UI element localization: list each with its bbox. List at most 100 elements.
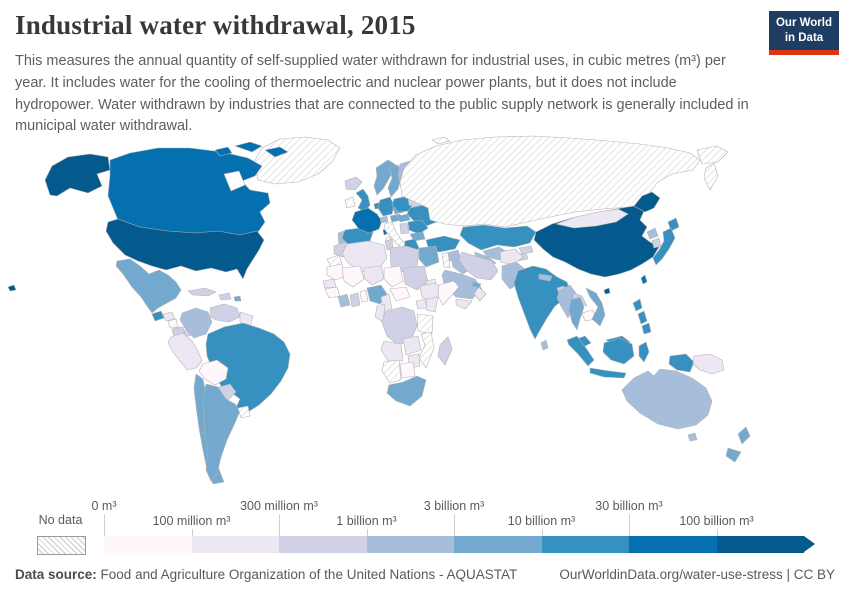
- country-united-states[interactable]: [105, 218, 265, 280]
- country-svalbard[interactable]: [431, 136, 451, 145]
- country-afghanistan[interactable]: [499, 248, 524, 266]
- country-new-zealand[interactable]: [737, 426, 751, 445]
- country-indonesia[interactable]: [638, 341, 650, 363]
- country-indonesia[interactable]: [668, 353, 695, 373]
- country-zambia[interactable]: [402, 335, 422, 356]
- country-canada[interactable]: [214, 146, 233, 157]
- country-guatemala[interactable]: [151, 310, 165, 322]
- country-iceland[interactable]: [344, 176, 363, 191]
- country-colombia[interactable]: [179, 307, 213, 339]
- country-nepal[interactable]: [538, 273, 553, 282]
- country-japan[interactable]: [667, 217, 680, 232]
- country-argentina[interactable]: [202, 383, 241, 482]
- country-switzerland[interactable]: [379, 215, 389, 224]
- country-oman[interactable]: [473, 286, 487, 302]
- country-thailand[interactable]: [568, 296, 585, 331]
- world-choropleth-map[interactable]: [0, 133, 850, 495]
- country-mali[interactable]: [341, 265, 365, 288]
- owid-url-link[interactable]: OurWorldinData.org/water-use-stress: [559, 567, 783, 582]
- country-venezuela[interactable]: [209, 303, 241, 323]
- country-united-states[interactable]: [7, 284, 17, 292]
- country-ireland[interactable]: [344, 196, 356, 209]
- country-germany[interactable]: [377, 196, 395, 217]
- country-japan[interactable]: [652, 227, 676, 266]
- country-canada[interactable]: [264, 146, 289, 158]
- legend-bin-6[interactable]: [629, 536, 717, 553]
- country-united-states[interactable]: [44, 153, 111, 197]
- country-hungary[interactable]: [397, 213, 411, 223]
- country-south-africa[interactable]: [386, 375, 427, 407]
- country-niger[interactable]: [363, 265, 385, 286]
- country-namibia[interactable]: [381, 359, 402, 384]
- country-philippines[interactable]: [637, 310, 648, 325]
- legend-bin-2[interactable]: [279, 536, 367, 553]
- country-israel[interactable]: [441, 251, 451, 269]
- owid-logo[interactable]: Our World in Data: [769, 11, 839, 55]
- country-france[interactable]: [351, 207, 383, 234]
- country-indonesia[interactable]: [602, 337, 635, 365]
- country-benin[interactable]: [359, 289, 369, 303]
- country-taiwan[interactable]: [640, 274, 648, 285]
- country-new-zealand[interactable]: [725, 447, 742, 463]
- country-south-korea[interactable]: [651, 237, 662, 249]
- country-romania[interactable]: [407, 219, 429, 235]
- country-india[interactable]: [513, 265, 571, 340]
- legend-bin-1[interactable]: [191, 536, 279, 553]
- no-data-swatch[interactable]: [37, 536, 86, 555]
- country-philippines[interactable]: [632, 298, 643, 312]
- country-canada[interactable]: [107, 147, 271, 237]
- country-botswana[interactable]: [399, 361, 416, 379]
- legend-bin-3[interactable]: [366, 536, 454, 553]
- country-russia[interactable]: [696, 145, 729, 165]
- country-tanzania[interactable]: [416, 313, 434, 335]
- country-north-korea[interactable]: [646, 227, 659, 240]
- country-sri-lanka[interactable]: [540, 339, 549, 351]
- country-cuba[interactable]: [187, 287, 217, 297]
- country-mexico[interactable]: [115, 258, 182, 314]
- country-china[interactable]: [603, 287, 611, 295]
- country-kenya[interactable]: [425, 296, 439, 313]
- legend-bin-7[interactable]: [716, 536, 804, 553]
- country-mozambique[interactable]: [418, 331, 435, 369]
- country-kazakhstan[interactable]: [459, 224, 537, 251]
- country-yemen[interactable]: [455, 298, 473, 310]
- country-chad[interactable]: [383, 265, 404, 288]
- country-russia[interactable]: [703, 162, 719, 191]
- legend-bin-5[interactable]: [541, 536, 629, 553]
- country-central-african-republic[interactable]: [389, 286, 411, 302]
- legend-bin-0[interactable]: [104, 536, 192, 553]
- country-uganda[interactable]: [415, 298, 428, 310]
- country-russia[interactable]: [399, 135, 701, 228]
- country-guinea[interactable]: [324, 286, 341, 299]
- country-bulgaria[interactable]: [409, 231, 426, 242]
- country-dominican-republic[interactable]: [218, 292, 232, 301]
- country-egypt[interactable]: [418, 245, 440, 268]
- country-ghana[interactable]: [349, 292, 361, 308]
- country-vietnam[interactable]: [585, 287, 606, 327]
- country-uruguay[interactable]: [237, 405, 251, 419]
- country-senegal[interactable]: [322, 278, 337, 289]
- country-united-arab-emirates[interactable]: [471, 281, 482, 289]
- country-greenland[interactable]: [253, 136, 341, 185]
- country-kyrgyzstan[interactable]: [518, 245, 534, 255]
- country-australia[interactable]: [687, 432, 698, 442]
- country-serbia[interactable]: [399, 222, 410, 235]
- legend-bin-4[interactable]: [454, 536, 542, 553]
- country-philippines[interactable]: [641, 322, 652, 335]
- country-china[interactable]: [633, 191, 661, 213]
- country-indonesia[interactable]: [589, 367, 627, 379]
- country-iran[interactable]: [458, 251, 499, 281]
- country-angola[interactable]: [380, 340, 404, 362]
- country-nicaragua[interactable]: [167, 318, 179, 329]
- country-canada[interactable]: [234, 141, 263, 153]
- country-mongolia[interactable]: [555, 208, 629, 229]
- country-bolivia[interactable]: [198, 359, 229, 386]
- country-cote-d-ivoire[interactable]: [337, 293, 351, 308]
- country-peru[interactable]: [167, 332, 203, 371]
- country-somalia[interactable]: [437, 280, 460, 306]
- country-puerto-rico[interactable]: [233, 295, 242, 302]
- country-mauritania[interactable]: [326, 263, 347, 281]
- country-papua-new-guinea[interactable]: [692, 353, 725, 375]
- country-indonesia[interactable]: [566, 335, 595, 367]
- country-madagascar[interactable]: [437, 336, 453, 366]
